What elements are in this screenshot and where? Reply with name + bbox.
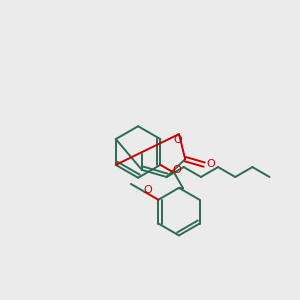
- Text: O: O: [174, 135, 182, 145]
- Text: O: O: [173, 165, 182, 175]
- Text: O: O: [143, 185, 152, 195]
- Text: O: O: [207, 159, 215, 169]
